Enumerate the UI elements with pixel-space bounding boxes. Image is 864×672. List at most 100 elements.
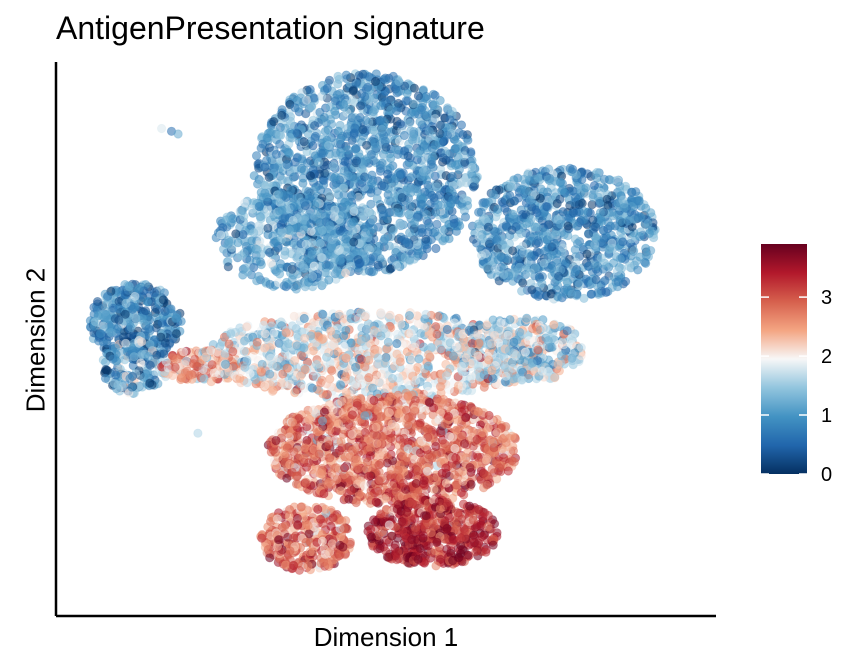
- data-point: [449, 218, 459, 228]
- data-point: [95, 328, 106, 339]
- data-point: [413, 249, 424, 259]
- data-point: [422, 210, 432, 220]
- data-point: [412, 240, 422, 250]
- data-point: [299, 383, 310, 393]
- data-point: [182, 366, 192, 376]
- data-point: [643, 219, 653, 229]
- data-point: [505, 191, 515, 201]
- data-point: [358, 212, 368, 222]
- data-point: [590, 240, 600, 250]
- data-point: [275, 259, 286, 269]
- data-point: [552, 249, 562, 259]
- data-point: [562, 277, 572, 287]
- data-point: [224, 235, 234, 245]
- data-point: [283, 339, 294, 349]
- data-point: [365, 227, 375, 237]
- data-point: [111, 370, 121, 380]
- data-point: [242, 378, 252, 388]
- data-point: [249, 171, 259, 181]
- data-point: [567, 289, 577, 299]
- data-point: [243, 267, 253, 277]
- data-point: [527, 285, 537, 295]
- data-point: [549, 320, 559, 330]
- data-point: [542, 202, 552, 212]
- data-point: [430, 100, 440, 110]
- data-point: [503, 330, 513, 340]
- data-point: [364, 266, 374, 276]
- data-point: [120, 355, 130, 365]
- data-point: [576, 342, 586, 353]
- data-point: [347, 191, 357, 201]
- data-point: [501, 221, 511, 231]
- data-point: [264, 143, 275, 153]
- data-point: [583, 261, 594, 271]
- data-point: [410, 342, 420, 352]
- data-point: [427, 190, 437, 201]
- data-point: [508, 209, 518, 219]
- data-point: [605, 221, 616, 231]
- data-point: [367, 170, 377, 180]
- data-point: [442, 324, 452, 335]
- data-point: [131, 313, 141, 323]
- data-point: [333, 71, 343, 81]
- data-point: [404, 310, 414, 321]
- data-point: [171, 314, 181, 324]
- data-point: [323, 140, 334, 150]
- data-point: [231, 229, 241, 239]
- data-point: [90, 317, 101, 327]
- data-point: [288, 215, 298, 226]
- data-point: [310, 201, 320, 211]
- data-point: [330, 205, 340, 215]
- data-point: [516, 185, 526, 195]
- data-point: [320, 126, 330, 136]
- data-point: [553, 292, 563, 302]
- data-point: [406, 184, 416, 194]
- data-point: [416, 199, 427, 210]
- data-point: [299, 333, 310, 343]
- data-point: [277, 110, 287, 120]
- data-point: [106, 327, 116, 338]
- data-point: [302, 147, 312, 157]
- data-point: [145, 360, 155, 370]
- data-point: [451, 341, 461, 352]
- data-point: [629, 246, 639, 256]
- data-point: [442, 103, 453, 113]
- data-point: [454, 128, 464, 138]
- data-point: [570, 267, 580, 277]
- data-point: [325, 190, 335, 200]
- data-point: [553, 359, 563, 369]
- data-point: [394, 76, 404, 87]
- data-point: [326, 326, 336, 336]
- data-point: [601, 287, 611, 297]
- data-point: [341, 353, 351, 363]
- data-point: [317, 253, 327, 263]
- data-point: [281, 328, 291, 338]
- data-point: [555, 194, 565, 204]
- data-point: [220, 349, 230, 359]
- data-point: [423, 350, 434, 360]
- data-point: [239, 248, 249, 258]
- data-point: [416, 192, 426, 202]
- data-point: [284, 379, 295, 389]
- data-point: [605, 244, 615, 254]
- data-point: [471, 173, 481, 184]
- data-point: [220, 359, 231, 369]
- data-point: [254, 202, 264, 212]
- data-point: [351, 143, 361, 153]
- data-point: [268, 360, 278, 370]
- data-point: [279, 281, 289, 291]
- data-point: [275, 139, 285, 149]
- data-point: [457, 381, 467, 391]
- data-point: [450, 144, 460, 154]
- data-point: [454, 165, 464, 175]
- data-point: [496, 252, 506, 262]
- data-point: [160, 338, 170, 348]
- data-point: [336, 380, 346, 390]
- data-point: [329, 339, 339, 349]
- data-point: [338, 183, 348, 193]
- data-point: [260, 380, 270, 391]
- data-point: [406, 328, 416, 338]
- data-point: [299, 313, 309, 324]
- data-point: [574, 200, 584, 210]
- data-point: [467, 162, 477, 173]
